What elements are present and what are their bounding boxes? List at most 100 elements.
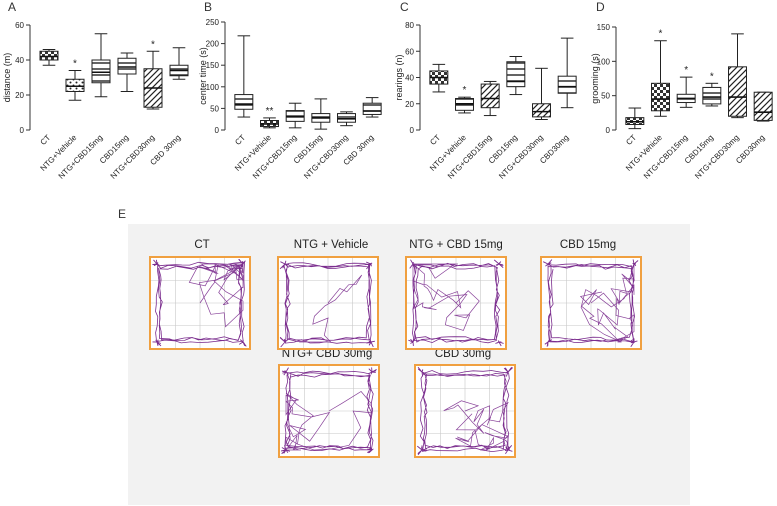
track-interior <box>299 274 363 343</box>
y-tick-label: 150 <box>597 23 611 32</box>
y-tick-label: 50 <box>601 92 610 101</box>
open-field-label-ntg-vehicle: NTG + Vehicle <box>293 239 369 251</box>
significance-marker: * <box>684 65 688 76</box>
y-tick-label: 0 <box>606 126 611 135</box>
track-interior <box>412 263 480 331</box>
track-perimeter <box>419 370 510 453</box>
y-tick-label: 60 <box>15 21 24 30</box>
y-axis-label: grooming (s) <box>590 53 600 104</box>
y-tick-label: 50 <box>210 104 219 113</box>
y-tick-label: 0 <box>20 126 25 135</box>
track-corner-cluster <box>493 259 504 268</box>
y-axis-label: rearings (n) <box>394 54 404 100</box>
open-field-track-ntg-cbd30 <box>278 364 380 458</box>
category-label: CT <box>39 133 53 147</box>
significance-marker: * <box>151 39 155 50</box>
y-tick-label: 20 <box>15 91 24 100</box>
box <box>480 83 500 109</box>
track-corner-cluster <box>504 445 513 454</box>
track-corner-cluster <box>238 258 246 270</box>
track-interior <box>579 264 635 343</box>
y-tick-label: 60 <box>405 47 414 56</box>
significance-marker: * <box>73 59 77 70</box>
open-field-track-cbd30 <box>414 364 516 458</box>
panel-letter-b: B <box>204 0 213 14</box>
track-corner-cluster <box>543 259 553 267</box>
y-tick-label: 40 <box>405 74 414 83</box>
open-field-label-ntg-cbd15: NTG + CBD 15mg <box>409 239 503 251</box>
significance-marker: ** <box>266 106 274 117</box>
category-label: CT <box>624 133 638 147</box>
track-corner-cluster <box>279 336 290 348</box>
track-corner-cluster <box>238 339 247 347</box>
track-corner-cluster <box>366 446 374 454</box>
y-tick-label: 250 <box>206 18 220 27</box>
track-corner-cluster <box>281 367 289 376</box>
open-field-label-ntg-cbd30: NTG+ CBD 30mg <box>281 348 373 360</box>
open-field-track-ntg-vehicle <box>277 256 379 350</box>
track-corner-cluster <box>409 259 418 269</box>
significance-marker: * <box>710 71 714 82</box>
y-tick-label: 100 <box>597 57 611 66</box>
y-tick-label: 100 <box>206 83 220 92</box>
track-corner-cluster <box>152 259 162 269</box>
open-field-label-cbd15: CBD 15mg <box>559 239 617 251</box>
track-corner-cluster <box>366 261 373 270</box>
track-corner-cluster <box>281 445 291 454</box>
box <box>65 78 85 92</box>
category-label: CT <box>233 133 247 147</box>
box <box>506 61 526 88</box>
open-field-track-ntg-cbd15 <box>405 256 507 350</box>
track-corner-cluster <box>368 367 377 375</box>
track-interior <box>443 400 509 451</box>
box <box>728 66 747 117</box>
track-corner-cluster <box>366 338 375 348</box>
y-axis-label: distance (m) <box>2 53 12 103</box>
open-field-track-ct <box>149 256 251 350</box>
panel-letter-d: D <box>596 0 605 14</box>
track-perimeter <box>283 262 372 344</box>
track-corner-cluster <box>417 445 428 456</box>
box <box>753 91 773 121</box>
y-tick-label: 40 <box>15 56 24 65</box>
track-corner-cluster <box>544 339 553 347</box>
track-perimeter <box>412 262 501 344</box>
panel-letter-a: A <box>8 0 17 14</box>
track-interior <box>188 263 244 328</box>
box <box>91 59 111 84</box>
y-tick-label: 20 <box>405 100 414 109</box>
open-field-label-ct: CT <box>194 239 210 251</box>
box <box>234 94 254 110</box>
track-corner-cluster <box>408 337 416 346</box>
track-corner-cluster <box>630 338 638 348</box>
track-corner-cluster <box>417 366 427 377</box>
box <box>117 57 137 75</box>
y-tick-label: 0 <box>410 126 415 135</box>
y-tick-label: 200 <box>206 40 220 49</box>
open-field-label-cbd30: CBD 30mg <box>434 348 492 360</box>
y-axis-label: center time (s) <box>198 47 208 105</box>
track-corner-cluster <box>279 260 289 270</box>
box <box>557 75 577 94</box>
track-corner-cluster <box>631 259 639 269</box>
y-tick-label: 0 <box>215 126 220 135</box>
panel-letter-c: C <box>400 0 409 14</box>
y-tick-label: 80 <box>405 21 414 30</box>
box <box>651 82 670 112</box>
box <box>702 86 722 105</box>
box <box>337 113 356 123</box>
track-corner-cluster <box>152 339 162 347</box>
panel-letter-e: E <box>118 207 127 221</box>
category-label: CT <box>428 133 442 147</box>
significance-marker: * <box>463 85 467 96</box>
significance-marker: * <box>659 29 663 40</box>
track-interior <box>285 391 373 451</box>
box <box>362 102 382 115</box>
track-corner-cluster <box>495 340 504 347</box>
open-field-track-cbd15 <box>540 256 642 350</box>
box <box>39 50 59 61</box>
